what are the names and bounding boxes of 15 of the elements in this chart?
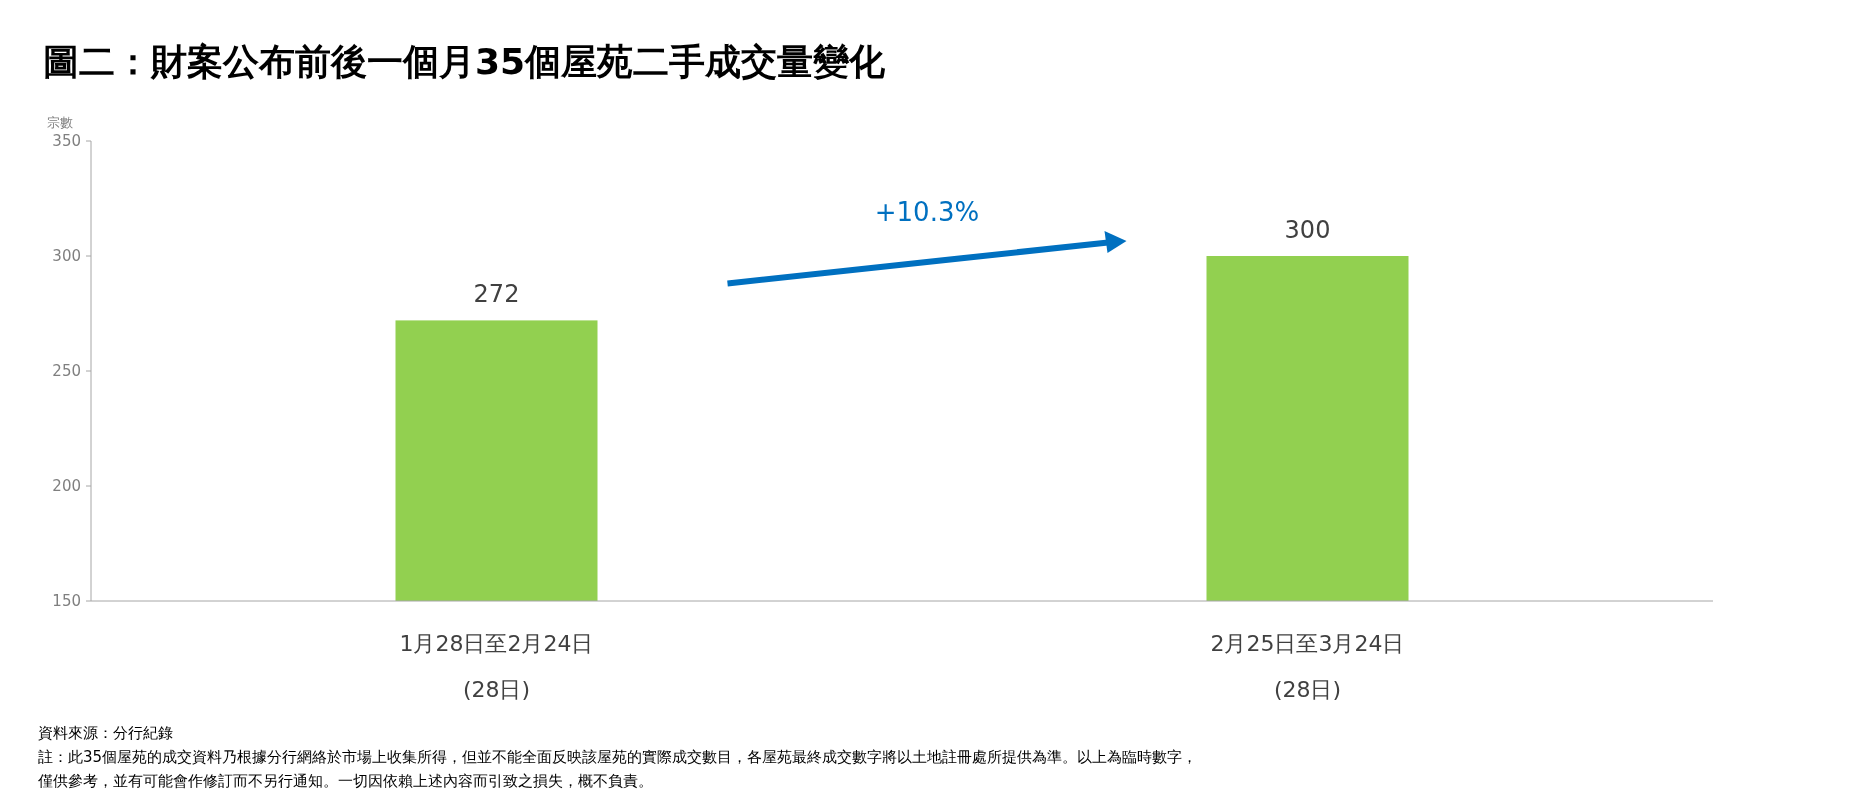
x-tick-label: 1月28日至2月24日 (28日): [399, 631, 594, 702]
y-tick-label: 200: [52, 477, 81, 495]
chart-title: 圖二：財案公布前後一個月35個屋苑二手成交量變化: [43, 41, 887, 82]
y-tick-label: 350: [52, 132, 81, 150]
text: 僅供參考，並有可能會作修訂而不另行通知。一切因依賴上述內容而引致之損失，概不負責。: [37, 772, 653, 790]
y-tick-label: 300: [52, 247, 81, 265]
y-axis-title: 宗數: [47, 115, 73, 130]
data-label: 300: [1284, 216, 1331, 244]
source-note: 資料來源：分行紀錄: [38, 724, 173, 742]
x-tick-label: 2月25日至3月24日 (28日): [1210, 631, 1405, 702]
data-label: 272: [473, 280, 520, 309]
y-tick-label: 250: [52, 362, 81, 380]
y-tick-label: 150: [52, 592, 81, 610]
annotation: +10.3%: [874, 197, 980, 227]
text: 註：此35個屋苑的成交資料乃根據分行網絡於市場上收集所得，但並不能全面反映該屋苑的實際成交數目，各屋苑最終成交數字將以土地註冊處所提供為準。以上為臨時數字，: [38, 748, 1198, 766]
